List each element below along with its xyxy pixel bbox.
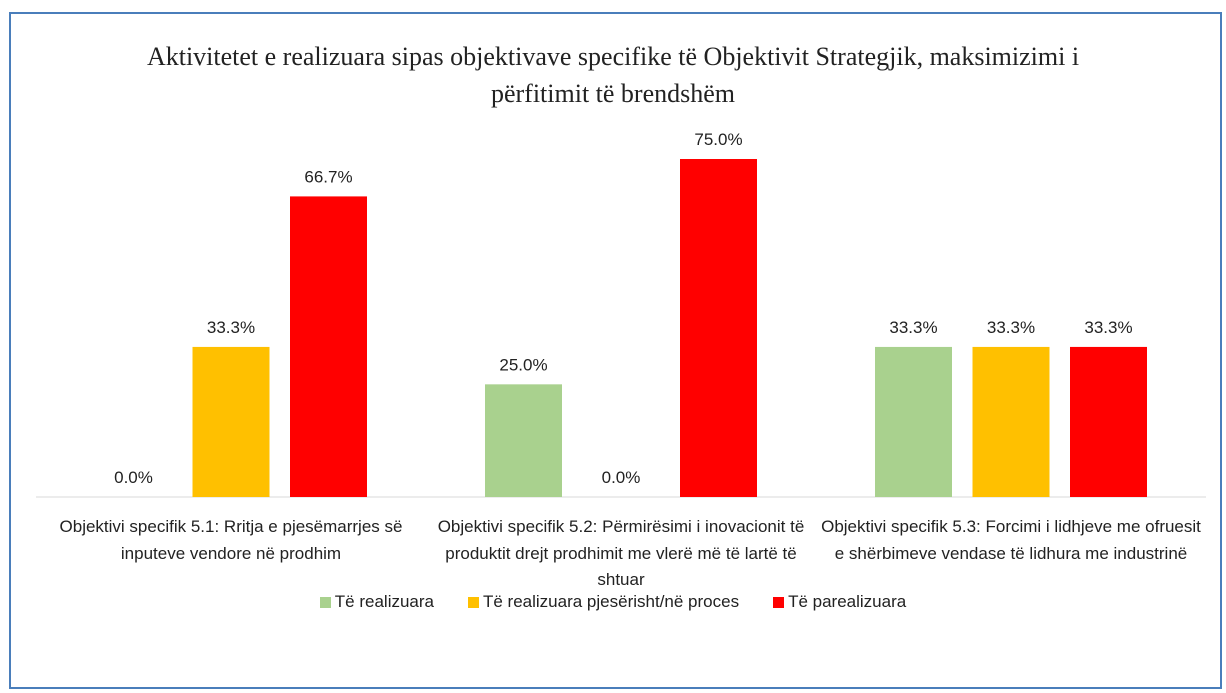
x-tick-label: Objektivi specifik 5.1: Rritja e pjesëma… xyxy=(59,517,403,563)
legend-item: Të realizuara pjesërisht/në proces xyxy=(468,592,739,612)
legend-label: Të realizuara xyxy=(334,592,434,611)
legend-item: Të realizuara xyxy=(319,592,434,612)
legend-swatch xyxy=(773,596,785,608)
bar xyxy=(875,346,952,497)
data-label: 33.3% xyxy=(207,318,255,337)
bar xyxy=(485,384,562,497)
bar xyxy=(290,196,367,497)
data-label: 0.0% xyxy=(114,468,153,487)
bar xyxy=(192,346,270,497)
chart-frame xyxy=(9,12,1222,689)
legend-label: Të realizuara pjesërisht/në proces xyxy=(483,592,740,611)
bar xyxy=(680,159,757,497)
chart-title: Aktivitetet e realizuara sipas objektiva… xyxy=(146,42,1080,108)
x-tick-label: Objektivi specifik 5.2: Përmirësimi i in… xyxy=(437,517,805,589)
legend-swatch xyxy=(319,596,331,608)
x-tick-label: Objektivi specifik 5.3: Forcimi i lidhje… xyxy=(821,517,1201,563)
data-label: 33.3% xyxy=(987,318,1035,337)
data-label: 0.0% xyxy=(602,468,641,487)
bar xyxy=(972,346,1050,497)
legend: Të realizuara Të realizuara pjesërisht/në… xyxy=(0,592,1226,612)
data-label: 66.7% xyxy=(304,167,352,186)
legend-item: Të parealizuara xyxy=(773,592,906,612)
legend-swatch xyxy=(468,596,479,608)
data-label: 33.3% xyxy=(889,318,937,337)
bar xyxy=(1070,346,1147,497)
data-label: 75.0% xyxy=(694,130,742,149)
data-label: 33.3% xyxy=(1084,318,1132,337)
data-label: 25.0% xyxy=(499,355,547,374)
legend-label: Të parealizuara xyxy=(788,592,907,611)
